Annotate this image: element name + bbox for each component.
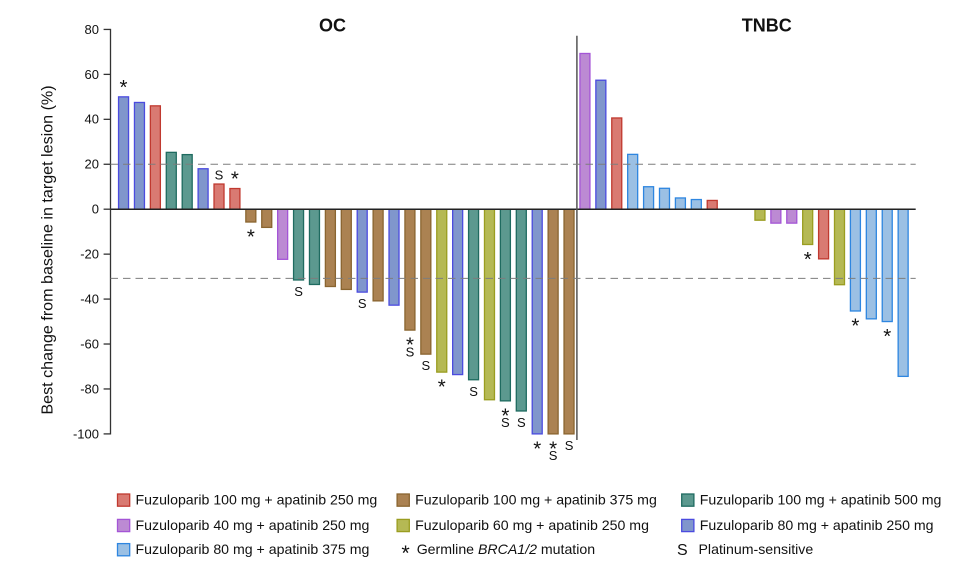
svg-text:OC: OC: [319, 16, 346, 36]
svg-text:Germline BRCA1/2 mutation: Germline BRCA1/2 mutation: [417, 541, 595, 557]
svg-text:*: *: [549, 437, 557, 460]
svg-text:*: *: [231, 168, 239, 191]
svg-text:Fuzuloparib 100 mg + apatinib: Fuzuloparib 100 mg + apatinib 375 mg: [415, 492, 657, 508]
svg-text:20: 20: [85, 157, 99, 172]
svg-text:S: S: [294, 284, 303, 299]
svg-text:*: *: [883, 325, 891, 348]
svg-text:Fuzuloparib 80 mg + apatinib 3: Fuzuloparib 80 mg + apatinib 375 mg: [136, 541, 370, 557]
svg-text:80: 80: [85, 22, 99, 37]
svg-text:Best change from baseline in t: Best change from baseline in target lesi…: [38, 85, 56, 414]
svg-text:S: S: [406, 344, 415, 359]
svg-text:-40: -40: [80, 291, 99, 306]
svg-text:0: 0: [92, 202, 99, 217]
svg-text:-60: -60: [80, 336, 99, 351]
svg-text:40: 40: [85, 112, 99, 127]
svg-text:*: *: [247, 225, 255, 248]
svg-text:S: S: [517, 415, 526, 430]
svg-text:S: S: [422, 358, 431, 373]
svg-text:*: *: [533, 437, 541, 460]
svg-text:*: *: [401, 541, 410, 565]
svg-text:*: *: [406, 333, 414, 356]
svg-text:S: S: [358, 296, 367, 311]
svg-text:*: *: [120, 76, 128, 99]
svg-text:S: S: [501, 415, 510, 430]
svg-text:S: S: [565, 438, 574, 453]
svg-text:60: 60: [85, 67, 99, 82]
svg-text:TNBC: TNBC: [742, 16, 792, 36]
svg-text:*: *: [804, 248, 812, 271]
svg-text:Fuzuloparib 80 mg + apatinib 2: Fuzuloparib 80 mg + apatinib 250 mg: [700, 517, 934, 533]
svg-text:S: S: [469, 384, 478, 399]
svg-text:-20: -20: [80, 247, 99, 262]
svg-text:S: S: [549, 448, 558, 463]
svg-text:Fuzuloparib 100 mg + apatinib: Fuzuloparib 100 mg + apatinib 250 mg: [136, 492, 378, 508]
svg-text:Fuzuloparib 100 mg + apatinib: Fuzuloparib 100 mg + apatinib 500 mg: [700, 492, 942, 508]
svg-text:Platinum-sensitive: Platinum-sensitive: [699, 541, 814, 557]
svg-text:S: S: [215, 167, 224, 182]
svg-text:-80: -80: [80, 381, 99, 396]
svg-text:Fuzuloparib 40 mg + apatinib 2: Fuzuloparib 40 mg + apatinib 250 mg: [136, 517, 370, 533]
svg-text:*: *: [438, 376, 446, 399]
svg-text:Fuzuloparib 60 mg + apatinib 2: Fuzuloparib 60 mg + apatinib 250 mg: [415, 517, 649, 533]
svg-text:S: S: [677, 542, 688, 559]
svg-text:-100: -100: [73, 426, 99, 441]
svg-text:*: *: [501, 404, 509, 427]
svg-text:*: *: [851, 314, 859, 337]
